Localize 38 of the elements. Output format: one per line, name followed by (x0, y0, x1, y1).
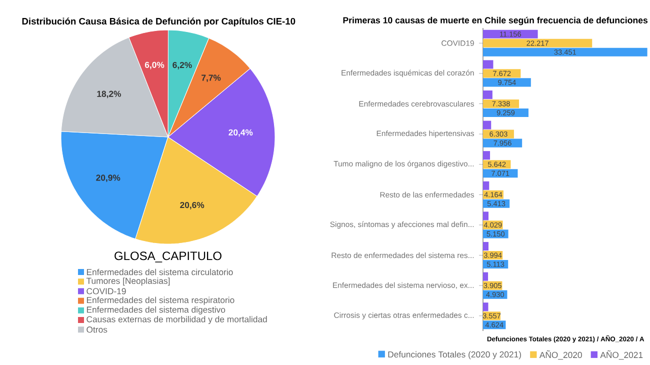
legend-label: AÑO_2020 (539, 350, 582, 360)
bar (483, 69, 521, 78)
bar (483, 48, 648, 56)
bar (483, 272, 488, 281)
bar (483, 108, 528, 118)
legend-label: Tumores [Neoplasias] (86, 278, 170, 286)
legend-title: GLOSA_CAPITULO (114, 252, 222, 262)
bar (483, 90, 492, 100)
legend-label: Enfermedades del sistema respiratorio (86, 296, 234, 305)
legend-label: Enfermedades del sistema digestivo (86, 306, 226, 314)
bar (483, 38, 592, 48)
data-label: 20,4% (228, 129, 253, 137)
data-label: 20,9% (96, 174, 120, 182)
chart-title: Primeras 10 causas de muerte en Chile según frecuencia de defunciones (343, 16, 648, 26)
data-label: 6,2% (172, 62, 192, 70)
legend-label: Enfermedades del sistema circulatorio (86, 268, 233, 276)
bar (483, 60, 494, 69)
bar (483, 138, 522, 148)
bar (483, 78, 531, 87)
bar (483, 151, 490, 160)
bar (483, 99, 520, 108)
bar (483, 120, 492, 130)
data-label: 6,0% (144, 62, 164, 70)
data-label: 7,7% (202, 74, 221, 82)
bar (483, 242, 488, 251)
bar (483, 181, 490, 190)
data-label: 18,2% (97, 90, 122, 98)
bar (483, 302, 488, 312)
chart-title: Distribución Causa Básica de Defunción por Capítulos CIE-10 (22, 18, 296, 26)
data-label: 20,6% (180, 202, 204, 210)
bar (483, 212, 489, 220)
legend-label: COVID-19 (86, 288, 126, 294)
bar (483, 30, 538, 38)
legend-label: Otros (86, 326, 108, 333)
bar (483, 169, 518, 178)
legend-label: AÑO_2021 (600, 350, 643, 360)
legend-label: Defunciones Totales (2020 y 2021) (388, 351, 521, 360)
legend-label: Causas externas de morbilidad y de mortalidad (86, 316, 267, 324)
